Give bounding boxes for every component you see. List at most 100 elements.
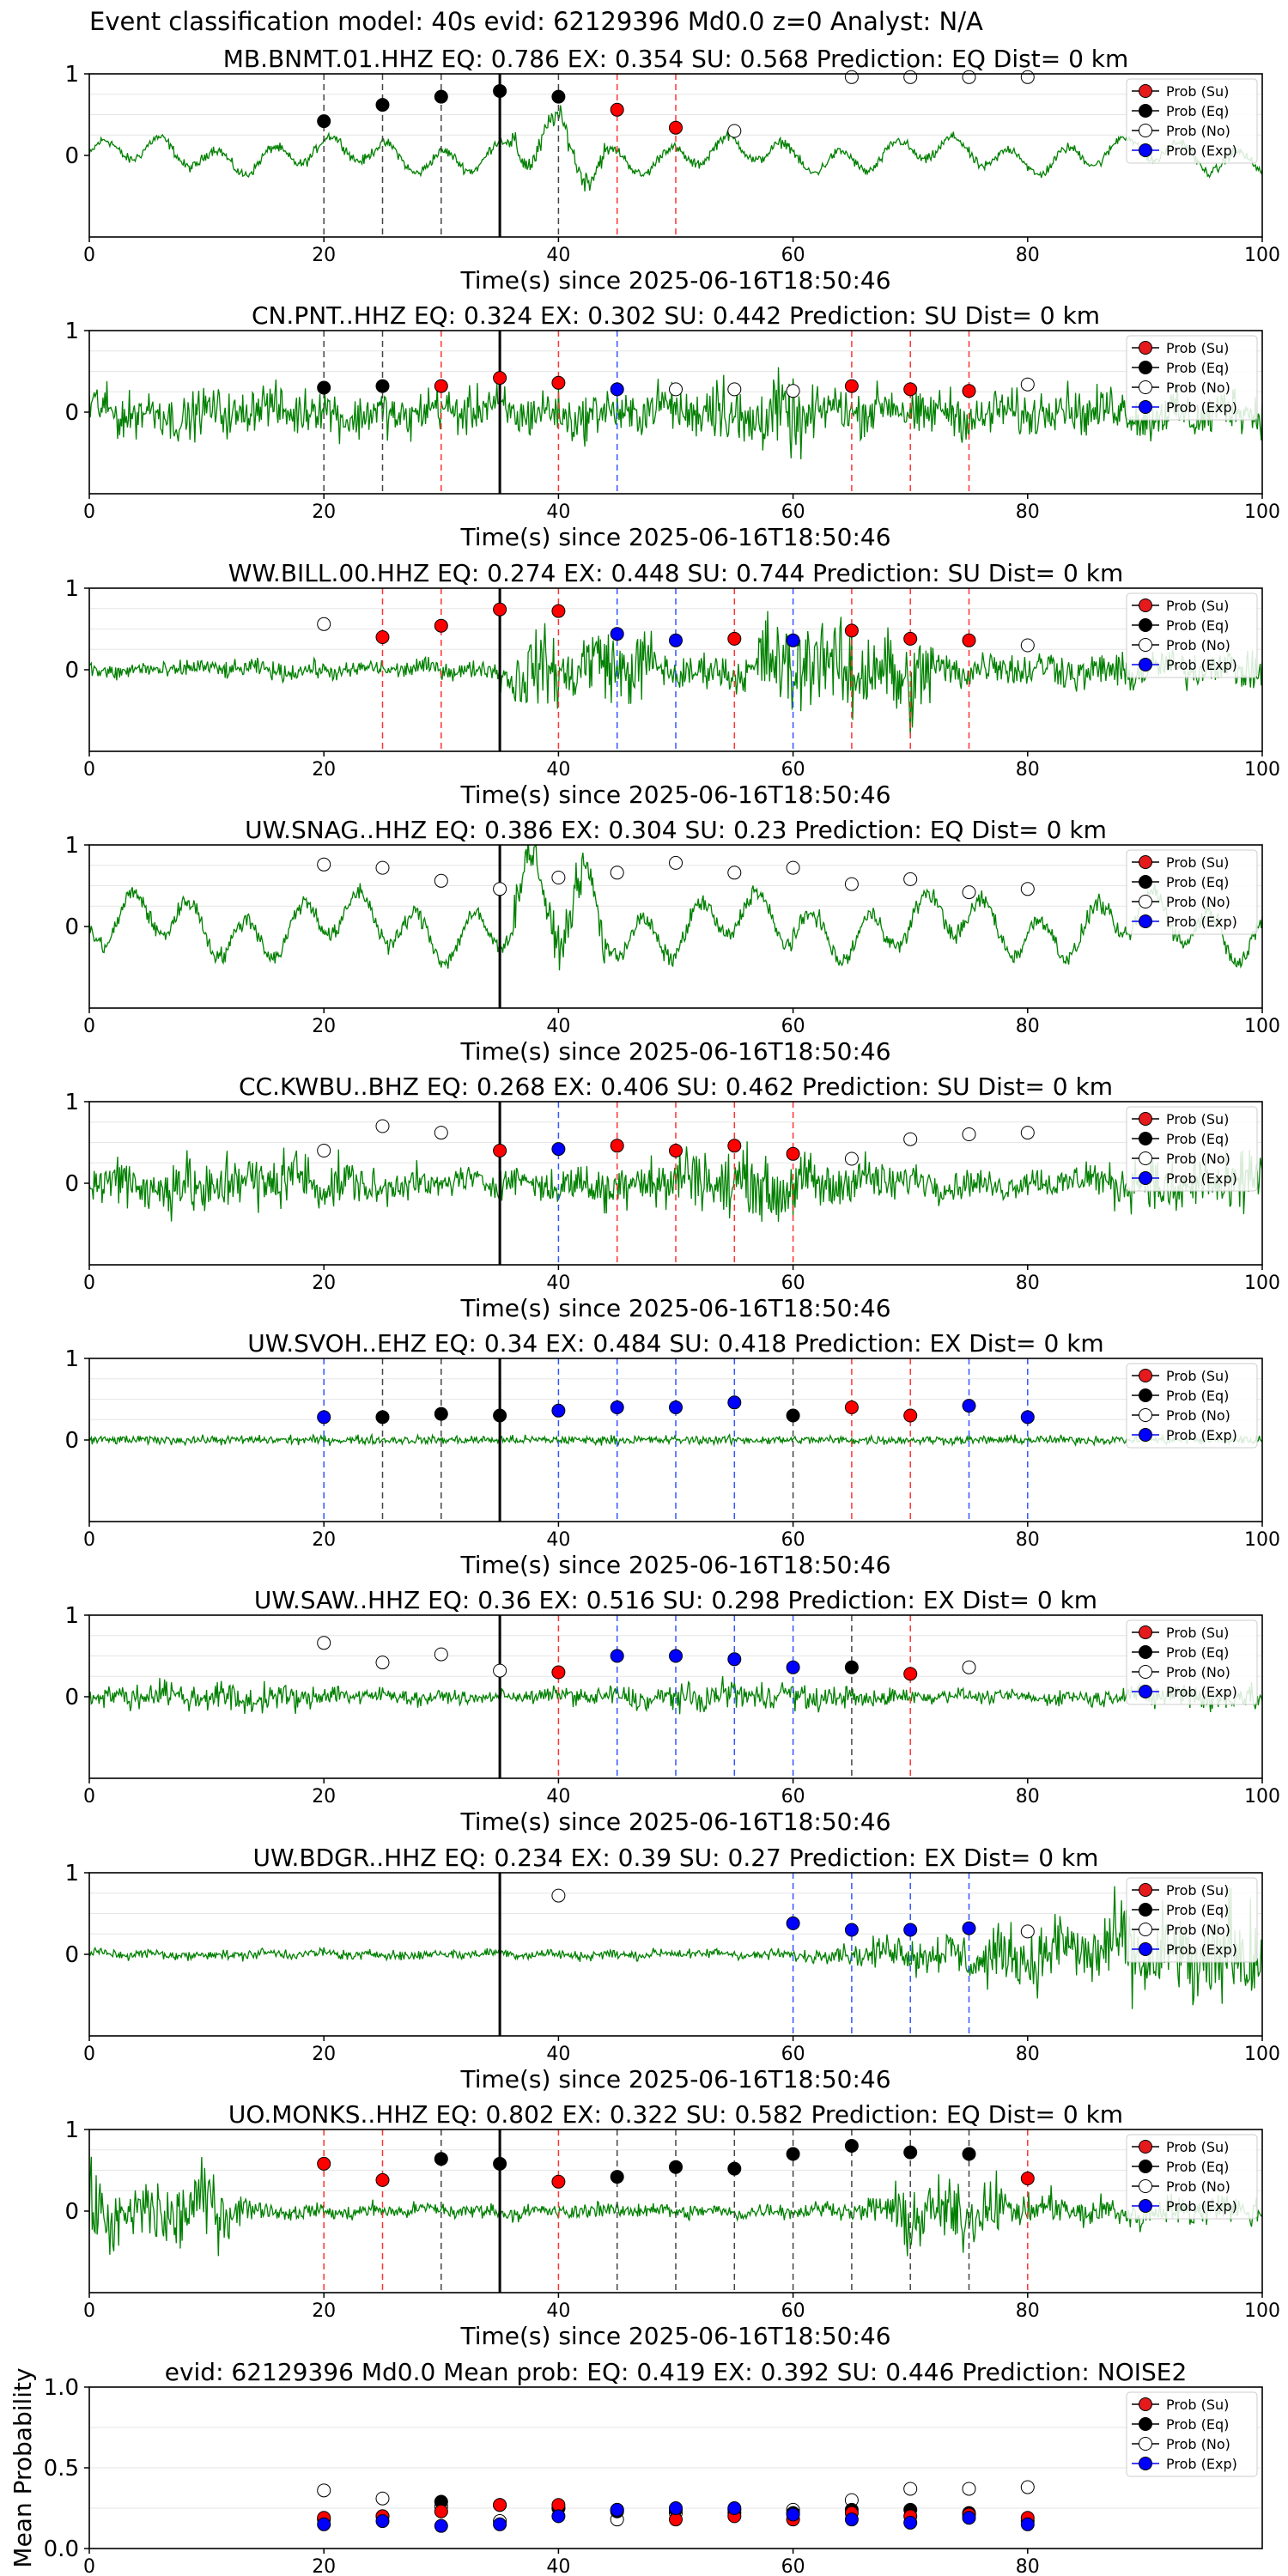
prob-point-exp [610,627,624,641]
mean-point-exp [727,2501,742,2515]
prob-point-su [727,631,742,646]
mean-point-exp [786,2507,800,2522]
legend-marker [1139,855,1152,869]
mean-point-no [903,2482,918,2496]
y-tick-label: 1 [64,1603,79,1629]
y-tick-label: 0.5 [44,2456,79,2482]
legend-marker [1139,1942,1152,1956]
x-axis-label: Time(s) since 2025-06-16T18:50:46 [459,523,890,551]
station-panel-4: UW.SNAG..HHZ EQ: 0.386 EX: 0.304 SU: 0.2… [64,816,1280,1066]
x-tick-label: 60 [781,2300,805,2322]
x-tick-label: 60 [781,1016,805,1037]
legend-marker [1139,1625,1152,1639]
y-tick-label: 1 [64,2117,79,2143]
legend: Prob (Su) Prob (Eq) Prob (No) Prob (Exp) [1126,1106,1258,1192]
mean-point-exp [903,2515,918,2530]
prob-point-su [903,1667,918,1681]
prob-point-no [786,384,800,398]
y-tick-label: 1 [64,319,79,344]
legend-marker [1139,124,1152,137]
legend-marker [1139,1685,1152,1698]
prob-point-eq [317,380,331,395]
legend-label: Prob (Su) [1166,1625,1229,1641]
legend-marker [1139,1408,1152,1422]
legend-label: Prob (Exp) [1166,143,1237,159]
prob-point-su [434,618,448,633]
x-tick-label: 20 [312,1273,336,1294]
y-tick-label: 1 [64,1090,79,1115]
station-panel-9: UO.MONKS..HHZ EQ: 0.802 EX: 0.322 SU: 0.… [64,2100,1280,2350]
x-tick-label: 80 [1016,1529,1040,1551]
x-axis-label: Time(s) since 2025-06-16T18:50:46 [459,2322,890,2350]
legend-marker [1139,2397,1152,2411]
x-axis-label: Time(s) since 2025-06-16T18:50:46 [459,1294,890,1322]
plot-frame [88,587,1263,752]
x-tick-label: 100 [1244,1786,1280,1807]
x-tick-label: 20 [312,1529,336,1551]
prob-point-no [727,382,742,397]
legend-label: Prob (No) [1166,1664,1230,1680]
legend-label: Prob (Eq) [1166,360,1229,376]
x-axis-label: Time(s) since 2025-06-16T18:50:46 [459,266,890,295]
legend-label: Prob (Su) [1166,598,1229,614]
prob-point-su [844,379,859,393]
legend-label: Prob (Su) [1166,1882,1229,1899]
legend-marker [1139,1645,1152,1659]
mean-point-exp [493,2517,507,2531]
legend-label: Prob (Su) [1166,1111,1229,1127]
x-tick-label: 60 [781,2044,805,2065]
panel-title: evid: 62129396 Md0.0 Mean prob: EQ: 0.41… [165,2358,1188,2386]
legend-label: Prob (No) [1166,2436,1230,2452]
prob-point-eq [786,2147,800,2161]
prob-point-su [317,2156,331,2171]
prob-point-no [375,1119,390,1133]
legend-marker [1139,895,1152,908]
prob-point-exp [786,1660,800,1674]
station-panel-1: MB.BNMT.01.HHZ EQ: 0.786 EX: 0.354 SU: 0… [64,45,1280,295]
legend-label: Prob (Eq) [1166,103,1229,119]
legend-label: Prob (No) [1166,380,1230,396]
legend-box [1126,1619,1258,1705]
legend-label: Prob (Su) [1166,854,1229,871]
mean-point-su [434,2504,448,2518]
prob-point-su [375,2172,390,2187]
legend-label: Prob (Exp) [1166,2456,1237,2472]
prob-point-no [844,877,859,891]
legend-label: Prob (Su) [1166,1368,1229,1384]
y-tick-label: 1.0 [44,2375,79,2401]
x-tick-label: 80 [1016,2044,1040,2065]
prob-point-eq [375,1410,390,1425]
prob-point-no [669,855,683,870]
x-tick-label: 0 [83,1273,95,1294]
prob-point-eq [434,89,448,104]
prob-point-no [669,382,683,397]
prob-point-no [375,860,390,875]
x-tick-label: 80 [1016,1273,1040,1294]
legend-label: Prob (Exp) [1166,1427,1237,1443]
waveform-trace [89,1886,1262,2009]
x-tick-label: 60 [781,245,805,266]
legend-box [1126,335,1258,421]
prob-point-eq [551,89,566,104]
x-tick-label: 40 [546,245,570,266]
x-axis-label: Time(s) since 2025-06-16T18:50:46 [459,1037,890,1066]
x-tick-label: 60 [781,1273,805,1294]
x-tick-label: 100 [1244,245,1280,266]
legend-marker [1139,618,1152,632]
legend-label: Prob (Exp) [1166,657,1237,673]
prob-point-no [551,871,566,884]
prob-point-su [610,1139,624,1153]
prob-point-no [317,1144,331,1157]
plot-frame [88,844,1263,1009]
station-panel-6: UW.SVOH..EHZ EQ: 0.34 EX: 0.484 SU: 0.41… [64,1329,1280,1579]
prob-point-eq [493,1408,507,1423]
plot-frame [88,73,1263,238]
prob-point-exp [669,1649,683,1663]
panel-title: MB.BNMT.01.HHZ EQ: 0.786 EX: 0.354 SU: 0… [223,45,1129,73]
legend-box [1126,2391,1258,2477]
x-tick-label: 80 [1016,759,1040,781]
mean-point-exp [669,2501,683,2515]
y-tick-label: 0 [64,1428,79,1454]
x-tick-label: 40 [546,1016,570,1037]
prob-point-su [962,633,976,647]
